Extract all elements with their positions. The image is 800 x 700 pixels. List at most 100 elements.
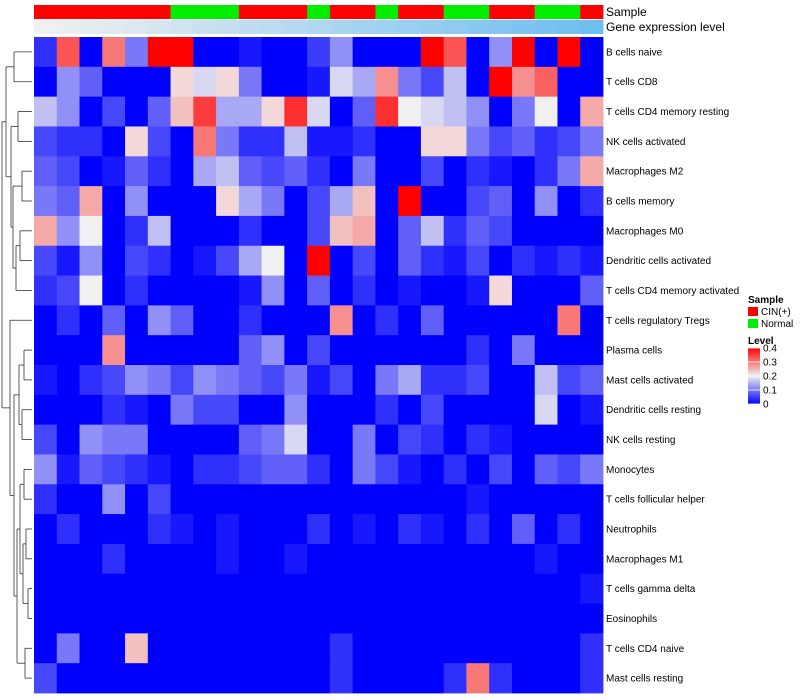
sample-annotation-cell: [489, 5, 513, 19]
heatmap-cell: [216, 335, 240, 366]
heatmap-cell: [557, 484, 581, 515]
heatmap-cell: [466, 66, 490, 98]
heatmap-cell: [329, 96, 354, 127]
heatmap-cell: [511, 454, 536, 485]
row-label: T cells CD4 memory resting: [606, 107, 729, 118]
heatmap-cell: [580, 96, 604, 127]
heatmap-cell: [34, 335, 58, 366]
heatmap-cell: [216, 215, 240, 247]
sample-annotation-cell: [216, 5, 240, 19]
heatmap-cell: [193, 514, 217, 545]
heatmap-cell: [329, 633, 354, 664]
heatmap-cell: [307, 394, 331, 426]
heatmap-cell: [352, 215, 376, 247]
sample-annotation-cell: [125, 5, 149, 19]
heatmap-cell: [125, 394, 149, 426]
level-tick-label: 0: [763, 400, 769, 411]
sample-annotation-cell: [238, 5, 262, 19]
heatmap-cell: [466, 663, 490, 694]
heatmap-cell: [284, 454, 308, 485]
row-label: T cells CD4 naive: [606, 644, 685, 655]
heatmap-cell: [261, 454, 285, 485]
level-annotation-cell: [238, 20, 262, 34]
heatmap-cell: [580, 305, 604, 336]
heatmap-cell: [34, 275, 58, 306]
heatmap-cell: [79, 66, 103, 98]
sample-annotation-cell: [56, 5, 80, 19]
expression-level-annotation-bar: [34, 20, 604, 34]
heatmap-cell: [466, 37, 490, 68]
heatmap-cell: [375, 215, 399, 247]
heatmap-cell: [34, 454, 58, 485]
heatmap-cell: [261, 275, 285, 306]
heatmap-cell: [375, 37, 399, 68]
heatmap-cell: [102, 37, 126, 68]
heatmap-cell: [534, 573, 558, 604]
heatmap-cell: [307, 96, 331, 127]
heatmap-cell: [79, 305, 103, 336]
heatmap-cell: [125, 275, 149, 306]
heatmap-cell: [375, 186, 399, 217]
heatmap-cell: [420, 37, 445, 68]
heatmap-cell: [534, 66, 558, 98]
heatmap-cell: [216, 156, 240, 187]
heatmap-cell: [238, 603, 262, 634]
heatmap-cell: [284, 573, 308, 604]
heatmap-cell: [580, 484, 604, 515]
heatmap-cell: [147, 365, 171, 396]
sample-annotation-cell: [534, 5, 558, 19]
heatmap-cell: [489, 394, 513, 426]
heatmap-cell: [34, 37, 58, 68]
heatmap-cell: [147, 96, 171, 127]
heatmap-cell: [102, 394, 126, 426]
heatmap-cell: [534, 365, 558, 396]
heatmap-cell: [34, 365, 58, 396]
heatmap-cell: [79, 633, 103, 664]
level-annotation-cell: [261, 20, 285, 34]
heatmap-cell: [102, 424, 126, 455]
heatmap-cell: [193, 335, 217, 366]
sample-annotation-cell: [557, 5, 581, 19]
heatmap-cell: [352, 603, 376, 634]
heatmap-cell: [329, 573, 354, 604]
heatmap-cell: [261, 365, 285, 396]
heatmap-cell: [125, 454, 149, 485]
heatmap-cell: [284, 305, 308, 336]
heatmap-cell: [534, 424, 558, 455]
heatmap-cell: [534, 275, 558, 306]
sample-annotation-cell: [102, 5, 126, 19]
heatmap-cell: [398, 514, 422, 545]
heatmap-cell: [56, 305, 80, 336]
heatmap-cell: [102, 663, 126, 694]
heatmap-cell: [193, 663, 217, 694]
sample-annotation-cell: [34, 5, 58, 19]
heatmap-cell: [398, 365, 422, 396]
heatmap-cell: [511, 275, 536, 306]
heatmap-cell: [125, 424, 149, 455]
heatmap-cell: [307, 454, 331, 485]
heatmap-cell: [398, 633, 422, 664]
heatmap-cell: [307, 66, 331, 98]
heatmap-cell: [352, 305, 376, 336]
level-annotation-cell: [534, 20, 558, 34]
heatmap-cell: [34, 156, 58, 187]
heatmap-cell: [125, 66, 149, 98]
heatmap-cell: [170, 573, 194, 604]
level-annotation-cell: [443, 20, 467, 34]
row-label: T cells regulatory Tregs: [606, 316, 710, 327]
heatmap-cell: [398, 275, 422, 306]
heatmap-cell: [557, 186, 581, 217]
heatmap-cell: [420, 603, 445, 634]
legend-normal-swatch: [748, 319, 758, 328]
heatmap-cell: [238, 365, 262, 396]
heatmap-cell: [56, 663, 80, 694]
heatmap-cell: [216, 573, 240, 604]
heatmap-cell: [193, 275, 217, 306]
heatmap-cell: [489, 156, 513, 187]
level-tick-label: 0.4: [763, 344, 777, 355]
heatmap-cell: [580, 66, 604, 98]
heatmap-cell: [284, 663, 308, 694]
heatmap-cell: [557, 543, 581, 575]
heatmap-cell: [79, 126, 103, 157]
heatmap-cell: [102, 275, 126, 306]
